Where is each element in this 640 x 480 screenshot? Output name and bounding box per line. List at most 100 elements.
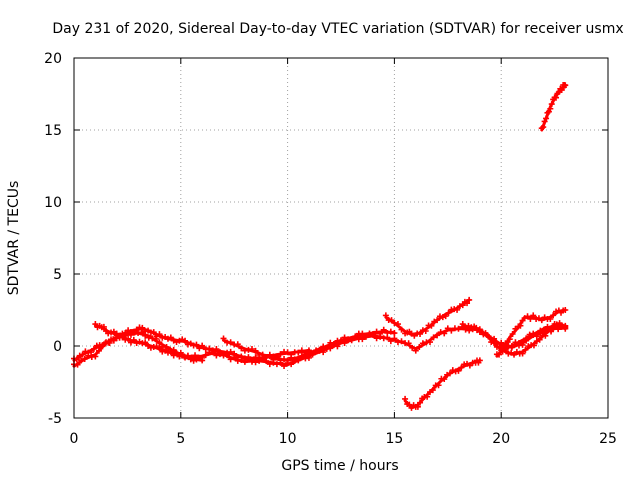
data-point bbox=[422, 328, 429, 334]
data-point bbox=[398, 326, 405, 333]
data-point bbox=[362, 332, 369, 339]
data-point bbox=[281, 363, 288, 370]
data-point bbox=[523, 335, 530, 342]
data-point bbox=[199, 342, 206, 349]
data-point bbox=[100, 323, 107, 330]
data-point bbox=[305, 349, 312, 356]
data-point bbox=[139, 340, 146, 347]
data-point bbox=[482, 330, 489, 337]
data-point bbox=[142, 339, 149, 346]
data-point bbox=[402, 395, 409, 402]
data-point bbox=[430, 334, 437, 341]
data-point bbox=[95, 347, 102, 354]
data-point bbox=[266, 353, 273, 360]
data-point bbox=[525, 343, 532, 350]
y-tick-label: 10 bbox=[44, 195, 62, 211]
data-point bbox=[182, 337, 189, 344]
data-point bbox=[498, 345, 505, 352]
data-point bbox=[446, 370, 453, 377]
data-point bbox=[266, 361, 273, 368]
data-point bbox=[428, 322, 435, 329]
data-point bbox=[496, 351, 503, 358]
data-point bbox=[227, 339, 234, 346]
data-point bbox=[458, 364, 465, 371]
data-point bbox=[190, 342, 197, 349]
data-point bbox=[113, 330, 120, 337]
data-point bbox=[533, 316, 540, 323]
data-point bbox=[241, 347, 248, 354]
data-point bbox=[173, 349, 180, 356]
data-point bbox=[391, 330, 398, 337]
y-tick-label: 15 bbox=[44, 123, 62, 139]
data-point bbox=[147, 344, 154, 351]
data-point bbox=[213, 346, 220, 352]
data-point bbox=[409, 344, 416, 351]
data-point bbox=[441, 376, 448, 383]
series-arc-5 bbox=[382, 296, 473, 339]
data-point bbox=[509, 331, 516, 337]
data-point bbox=[74, 361, 81, 368]
data-point bbox=[380, 335, 387, 342]
data-point bbox=[249, 357, 255, 364]
series-line bbox=[403, 358, 482, 410]
data-point bbox=[167, 334, 174, 341]
data-point bbox=[380, 326, 387, 333]
data-point bbox=[455, 367, 462, 374]
data-point bbox=[334, 343, 341, 350]
data-point bbox=[370, 330, 377, 337]
data-point bbox=[341, 340, 348, 347]
data-point bbox=[105, 330, 112, 337]
data-point bbox=[192, 352, 199, 359]
y-tick-labels: -5 0 5 10 15 20 bbox=[44, 51, 62, 427]
data-point bbox=[394, 321, 401, 328]
data-point bbox=[298, 347, 305, 354]
data-point bbox=[176, 353, 183, 360]
data-point bbox=[441, 330, 448, 337]
y-axis-title: SDTVAR / TECUs bbox=[6, 181, 22, 296]
data-point bbox=[125, 335, 132, 342]
data-point bbox=[277, 351, 284, 358]
data-point bbox=[434, 332, 441, 339]
data-point bbox=[417, 330, 424, 337]
data-point bbox=[476, 357, 483, 364]
y-tick-label: -5 bbox=[48, 411, 62, 427]
data-point bbox=[273, 354, 280, 361]
data-point bbox=[122, 336, 129, 343]
data-point bbox=[341, 334, 348, 341]
data-point bbox=[220, 350, 227, 357]
data-point bbox=[184, 353, 191, 360]
data-point bbox=[352, 333, 359, 340]
data-point bbox=[542, 332, 549, 339]
data-point bbox=[263, 353, 270, 360]
data-point bbox=[516, 340, 522, 347]
data-point bbox=[491, 340, 498, 347]
data-point bbox=[519, 339, 526, 346]
data-point bbox=[412, 347, 419, 354]
data-point bbox=[543, 115, 550, 122]
data-point bbox=[398, 338, 405, 345]
data-point bbox=[323, 344, 330, 351]
data-point bbox=[562, 82, 569, 89]
data-point bbox=[544, 323, 551, 330]
data-point bbox=[142, 328, 149, 335]
data-point bbox=[562, 325, 569, 332]
series-arc-6 bbox=[402, 357, 483, 411]
data-point bbox=[394, 339, 401, 346]
data-point bbox=[281, 356, 288, 363]
data-point bbox=[384, 329, 391, 336]
data-point bbox=[434, 317, 441, 324]
data-point bbox=[526, 331, 533, 338]
data-point bbox=[533, 331, 540, 338]
data-point bbox=[167, 348, 174, 355]
data-point bbox=[429, 387, 436, 394]
data-point bbox=[245, 346, 252, 353]
data-point bbox=[558, 323, 565, 330]
data-point bbox=[377, 330, 384, 337]
data-point bbox=[295, 356, 302, 363]
data-point bbox=[550, 312, 557, 319]
data-point bbox=[224, 349, 231, 356]
data-point bbox=[220, 335, 227, 342]
data-point bbox=[445, 309, 452, 316]
data-point bbox=[373, 328, 380, 335]
data-point bbox=[320, 343, 327, 350]
